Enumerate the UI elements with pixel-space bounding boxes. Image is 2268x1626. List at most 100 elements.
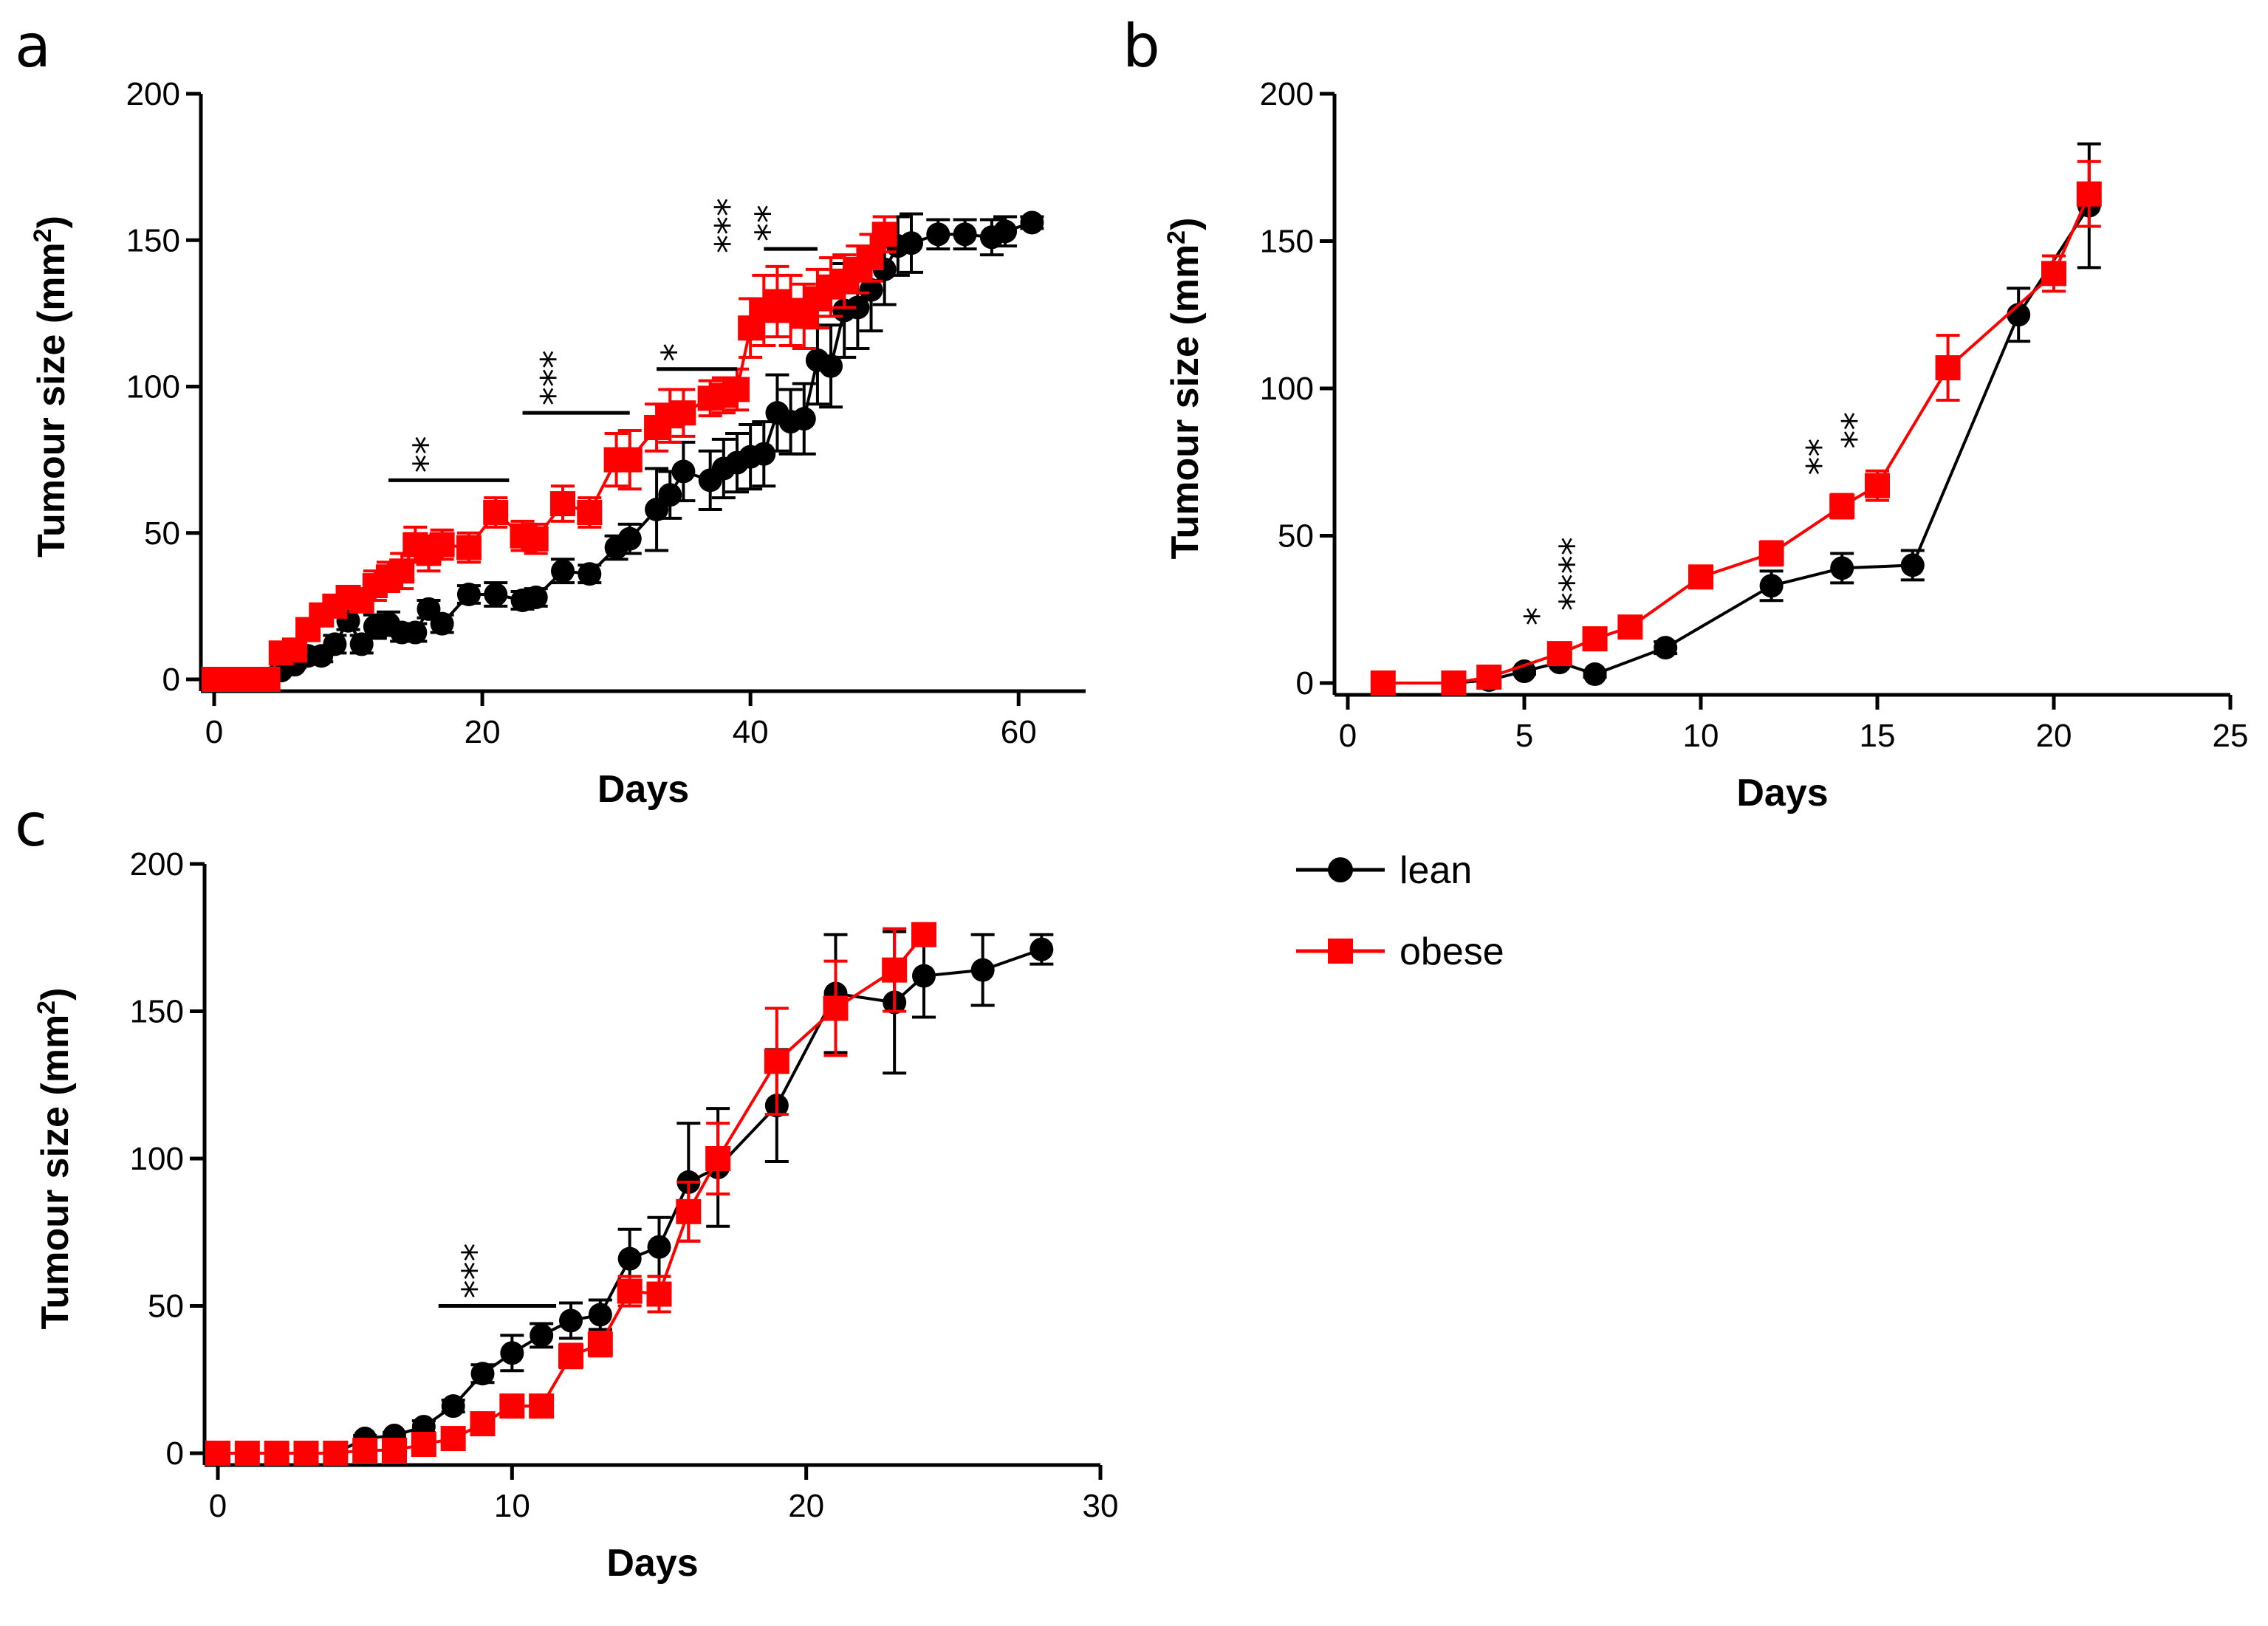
legend: lean obese (1296, 849, 1504, 973)
data-point-lean (617, 526, 642, 551)
data-point-obese (389, 558, 415, 584)
x-axis-title: Days (606, 1542, 698, 1585)
data-point-obese (676, 1198, 702, 1224)
y-tick-label: 100 (126, 369, 180, 405)
x-tick-label: 60 (1001, 714, 1037, 750)
x-tick-label: 15 (1860, 718, 1896, 754)
data-point-lean (617, 1246, 642, 1271)
data-point-lean (559, 1308, 583, 1333)
legend-item-lean: lean (1296, 849, 1472, 892)
series-lean (1371, 142, 2101, 695)
data-point-obese (1829, 493, 1855, 519)
data-point-lean (430, 611, 454, 636)
legend-obese-marker (1328, 939, 1353, 964)
x-tick-label: 10 (1683, 718, 1719, 754)
y-axis-title: Tumour size (mm2) (29, 216, 73, 558)
data-point-obese (352, 1438, 378, 1464)
data-point-lean (846, 295, 870, 320)
data-point-obese (1546, 641, 1572, 667)
data-point-lean (993, 219, 1018, 244)
series-line-lean (218, 947, 1042, 1455)
y-tick-label: 100 (130, 1141, 184, 1177)
data-point-lean (647, 1235, 671, 1259)
panel-label-c: c (15, 791, 47, 860)
data-point-lean (1759, 574, 1784, 598)
y-axis-title: Tumour size (mm2) (32, 988, 77, 1330)
y-tick-label: 200 (126, 76, 180, 112)
significance-label: *** (454, 1243, 497, 1299)
series-line-obese (1383, 193, 2091, 685)
data-point-obese (1935, 355, 1961, 381)
data-point-lean (588, 1303, 612, 1327)
data-point-obese (523, 526, 549, 552)
data-point-lean (1900, 553, 1925, 577)
data-point-obese (858, 245, 884, 271)
data-point-obese (529, 1393, 555, 1419)
panel-a-chart: 0 50 100 150 200 0 20 40 60 Days Tumour size (mm2)… (29, 76, 1086, 811)
data-point-obese (2076, 181, 2102, 207)
data-point-lean (1029, 937, 1054, 961)
data-point-obese (2041, 261, 2066, 287)
x-tick-label: 25 (2213, 718, 2249, 754)
data-point-obese (724, 377, 750, 402)
data-point-obese (617, 447, 643, 473)
data-point-obese (440, 1426, 466, 1452)
data-point-obese (558, 1343, 583, 1369)
x-tick-label: 40 (733, 714, 769, 750)
data-point-lean (859, 278, 883, 302)
data-point-obese (429, 532, 455, 558)
data-point-lean (1020, 210, 1044, 235)
data-point-lean (551, 559, 575, 583)
y-tick-label: 150 (130, 994, 184, 1030)
data-point-lean (819, 354, 843, 378)
y-tick-label: 150 (126, 222, 180, 258)
series-obese (1370, 159, 2102, 696)
data-point-obese (264, 1441, 290, 1466)
y-tick-label: 50 (144, 515, 180, 552)
data-point-lean (524, 585, 548, 609)
panel-c-chart: 0 50 100 150 200 0 10 20 30 Days Tumour size (mm2)… (32, 846, 1118, 1585)
y-tick-label: 200 (1260, 76, 1314, 112)
data-point-obese (705, 1146, 731, 1171)
data-point-lean (484, 583, 508, 607)
data-point-obese (411, 1432, 436, 1458)
panel-label-a: a (15, 12, 51, 80)
significance-label: ** (748, 205, 791, 241)
data-point-lean (912, 964, 936, 988)
data-point-lean (953, 222, 977, 247)
data-point-obese (255, 667, 281, 692)
y-tick-label: 50 (148, 1289, 184, 1325)
data-point-lean (1654, 636, 1678, 660)
significance-label: * (654, 343, 697, 362)
data-point-obese (1582, 626, 1608, 652)
y-tick-label: 100 (1260, 371, 1314, 407)
x-tick-label: 0 (205, 714, 223, 750)
x-axis-title: Days (1736, 772, 1828, 814)
significance-label: ** (406, 436, 449, 473)
series-lean (206, 930, 1054, 1465)
data-point-obese (234, 1441, 260, 1466)
data-point-lean (470, 1362, 495, 1386)
panel-label-b: b (1123, 12, 1160, 80)
data-point-obese (293, 1441, 319, 1466)
data-point-obese (1617, 614, 1643, 640)
data-point-lean (578, 562, 602, 586)
data-point-lean (671, 459, 696, 484)
data-point-obese (323, 1441, 349, 1466)
x-tick-label: 10 (494, 1488, 530, 1524)
series-obese (205, 922, 936, 1466)
x-tick-label: 20 (465, 714, 501, 750)
data-point-obese (499, 1393, 525, 1419)
significance-label: *** (533, 350, 576, 405)
data-point-obese (671, 400, 696, 426)
legend-lean-marker (1328, 857, 1353, 882)
significance-label: **** (1552, 537, 1595, 611)
series-line-obese (218, 933, 925, 1455)
data-point-lean (1830, 556, 1854, 580)
y-axis-title: Tumour size (mm2) (1162, 218, 1207, 560)
significance-label: * (1517, 607, 1560, 625)
y-tick-label: 200 (130, 846, 184, 882)
y-tick-label: 0 (162, 662, 180, 698)
significance-label: *** (708, 198, 750, 253)
data-point-obese (1476, 665, 1502, 690)
